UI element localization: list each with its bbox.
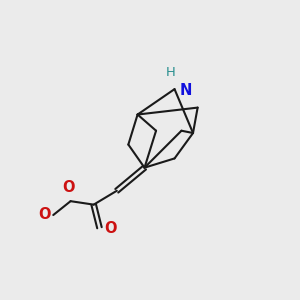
Text: N: N	[180, 83, 192, 98]
Text: O: O	[62, 180, 75, 195]
Text: H: H	[166, 66, 175, 79]
Text: O: O	[104, 221, 117, 236]
Text: O: O	[38, 207, 51, 222]
